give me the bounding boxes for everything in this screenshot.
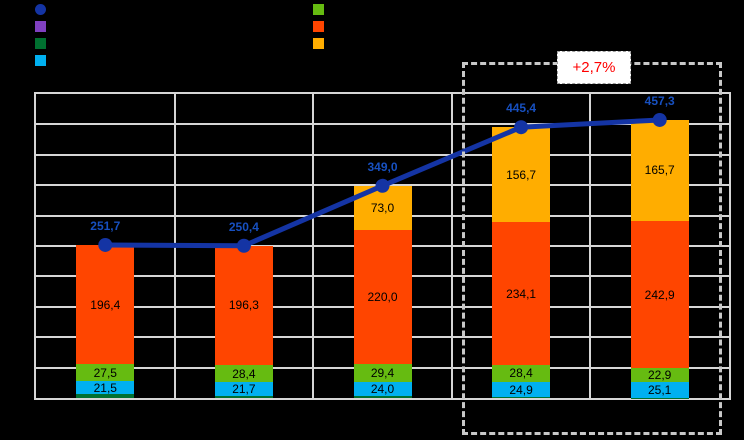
bar-segment-cyan: 21,5	[76, 380, 135, 395]
bar-segment-value: 242,9	[644, 287, 675, 302]
delta-annotation-label: +2,7%	[572, 59, 616, 76]
bar-segment-value: 25,1	[648, 382, 672, 397]
total-line-value: 457,3	[644, 93, 675, 108]
total-line-marker-icon	[375, 178, 390, 193]
bar-segment-darkgreen-base	[492, 397, 551, 398]
total-line-marker-icon	[236, 238, 251, 253]
legend-item-series-purple	[35, 21, 46, 32]
bar-segment-red: 196,4	[76, 244, 135, 365]
legend-right-column	[313, 4, 324, 49]
bar-segment-green: 29,4	[353, 363, 412, 382]
highlight-dashed-box	[462, 62, 722, 435]
bar-segment-value: 24,0	[370, 382, 395, 397]
legend-item-series-green	[313, 4, 324, 15]
total-line-value: 251,7	[90, 218, 121, 233]
bar-segment-value: 27,5	[93, 365, 117, 380]
gridline-vertical	[312, 94, 315, 398]
total-line-legend-circle-icon	[35, 4, 46, 15]
legend-item-series-cyan	[35, 55, 46, 66]
legend-left-column	[35, 4, 46, 66]
gridline-horizontal	[36, 153, 729, 156]
bar-segment-red: 242,9	[630, 220, 689, 369]
bar-segment-orange: 165,7	[630, 119, 689, 221]
bar-segment-value: 73,0	[370, 201, 395, 216]
bar-segment-value: 29,4	[370, 365, 395, 380]
legend-item-total-line	[35, 4, 46, 15]
series-orange-legend-square-icon	[313, 38, 324, 49]
bar-segment-darkgreen-base	[214, 395, 273, 398]
bar-segment-value: 196,3	[228, 298, 259, 313]
bar-segment-value: 21,7	[232, 381, 256, 396]
total-line-value: 250,4	[228, 219, 259, 234]
series-green-legend-square-icon	[313, 4, 324, 15]
bar-segment-green: 27,5	[76, 364, 135, 382]
bar-segment-value: 24,9	[509, 382, 533, 397]
bar-segment-red: 220,0	[353, 230, 412, 364]
bar-segment-value: 21,5	[93, 380, 117, 395]
bar-segment-cyan: 21,7	[214, 381, 273, 396]
gridline-vertical	[589, 94, 592, 398]
gridline-horizontal	[36, 123, 729, 126]
plot-area: 21,5 27,5 196,4 21,7 28,4 196,3 24,0 29,4 220,0 7…	[34, 92, 731, 400]
bar-segment-value: 22,9	[648, 368, 672, 383]
total-line-value: 349,0	[367, 159, 398, 174]
bar-segment-cyan: 25,1	[630, 382, 689, 398]
legend-item-series-orange	[313, 38, 324, 49]
legend-item-series-red	[313, 21, 324, 32]
total-line-marker-icon	[652, 112, 667, 127]
bar-segment-orange: 156,7	[492, 127, 551, 223]
bar-segment-green: 28,4	[214, 365, 273, 383]
delta-annotation-box: +2,7%	[557, 51, 631, 84]
bar-segment-darkgreen-base	[353, 396, 412, 398]
bar-segment-value: 196,4	[90, 297, 121, 312]
series-red-legend-square-icon	[313, 21, 324, 32]
bar-segment-value: 234,1	[506, 286, 537, 301]
bar-segment-darkgreen-base	[76, 394, 135, 398]
bar-segment-value: 28,4	[509, 366, 533, 381]
bar-segment-value: 28,4	[232, 366, 256, 381]
bar-segment-green: 28,4	[492, 364, 551, 383]
legend-item-series-darkgreen	[35, 38, 46, 49]
bar-segment-cyan: 24,9	[492, 382, 551, 398]
series-purple-legend-square-icon	[35, 21, 46, 32]
gridline-vertical	[450, 94, 453, 398]
bar-segment-red: 234,1	[492, 222, 551, 365]
total-line-marker-icon	[514, 120, 529, 135]
bar-segment-cyan: 24,0	[353, 381, 412, 397]
bar-segment-value: 156,7	[506, 167, 537, 182]
bar-segment-value: 220,0	[367, 290, 398, 305]
bar-segment-value: 165,7	[644, 163, 675, 178]
bar-segment-green: 22,9	[630, 368, 689, 383]
bar-segment-red: 196,3	[214, 245, 273, 366]
total-line-series	[98, 112, 667, 253]
total-line-value: 445,4	[506, 101, 537, 116]
series-cyan-legend-square-icon	[35, 55, 46, 66]
series-darkgreen-legend-square-icon	[35, 38, 46, 49]
total-line-marker-icon	[98, 237, 113, 252]
